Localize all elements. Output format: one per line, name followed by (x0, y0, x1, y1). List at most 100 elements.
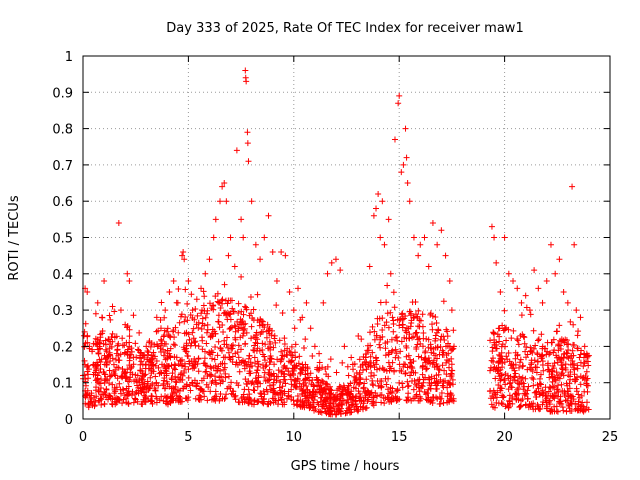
data-point (389, 347, 396, 354)
data-point (119, 400, 126, 407)
data-point (241, 325, 248, 332)
data-point (542, 384, 549, 391)
data-point (438, 395, 445, 402)
data-point (262, 341, 269, 348)
data-point (324, 270, 331, 277)
data-point (181, 346, 188, 353)
data-point (268, 355, 275, 362)
data-point (197, 386, 204, 393)
data-point (366, 263, 373, 270)
data-point (505, 375, 512, 382)
data-point (241, 303, 248, 310)
x-tick-label: 5 (184, 430, 192, 445)
data-point (214, 352, 221, 359)
data-point (124, 270, 131, 277)
x-tick-label: 25 (602, 430, 619, 445)
data-point (212, 330, 219, 337)
data-point (227, 385, 234, 392)
data-point (211, 394, 218, 401)
data-point (330, 391, 337, 398)
data-point (522, 390, 529, 397)
data-point (120, 387, 127, 394)
data-point (308, 392, 315, 399)
data-point (240, 234, 247, 241)
data-point (399, 384, 406, 391)
data-point (518, 312, 525, 319)
data-point (381, 400, 388, 407)
data-point (364, 387, 371, 394)
data-point (583, 382, 590, 389)
data-point (579, 399, 586, 406)
data-point (501, 377, 508, 384)
data-point (532, 342, 539, 349)
data-point (237, 321, 244, 328)
data-point (214, 367, 221, 374)
data-point (92, 335, 99, 342)
data-point (519, 363, 526, 370)
data-point (257, 380, 264, 387)
data-point (180, 249, 187, 256)
data-point (545, 388, 552, 395)
data-point (251, 354, 258, 361)
data-point (562, 397, 569, 404)
grid-lines (83, 56, 610, 419)
data-point (192, 359, 199, 366)
data-point (423, 366, 430, 373)
data-point (102, 375, 109, 382)
data-point (195, 355, 202, 362)
data-point (425, 394, 432, 401)
y-tick-label: 0.5 (52, 232, 73, 247)
data-point (232, 323, 239, 330)
data-point (158, 299, 165, 306)
data-point (287, 359, 294, 366)
data-point (406, 198, 413, 205)
data-point (561, 350, 568, 357)
data-point (120, 369, 127, 376)
data-point (447, 390, 454, 397)
data-point (214, 290, 221, 297)
data-point (404, 180, 411, 187)
data-point (539, 299, 546, 306)
data-point (564, 299, 571, 306)
data-point (223, 391, 230, 398)
data-point (296, 353, 303, 360)
data-point (280, 364, 287, 371)
data-point (178, 370, 185, 377)
data-point (488, 357, 495, 364)
data-point (101, 278, 108, 285)
data-point (382, 345, 389, 352)
data-point (435, 327, 442, 334)
data-point (423, 335, 430, 342)
data-point (148, 392, 155, 399)
data-point (123, 339, 130, 346)
data-point (242, 320, 249, 327)
data-point (305, 374, 312, 381)
data-point (268, 371, 275, 378)
data-point (584, 382, 591, 389)
data-point (514, 352, 521, 359)
data-point (207, 363, 214, 370)
data-point (490, 330, 497, 337)
data-point (226, 354, 233, 361)
data-point (535, 385, 542, 392)
data-point (181, 256, 188, 263)
data-point (144, 348, 151, 355)
data-point (251, 342, 258, 349)
data-point (98, 401, 105, 408)
data-point (546, 374, 553, 381)
data-point (118, 373, 125, 380)
data-point (387, 309, 394, 316)
data-point (204, 397, 211, 404)
data-point (261, 369, 268, 376)
data-point (238, 273, 245, 280)
data-point (560, 407, 567, 414)
data-point (531, 357, 538, 364)
data-point (362, 354, 369, 361)
data-point (153, 314, 160, 321)
data-point (154, 341, 161, 348)
data-point (284, 395, 291, 402)
data-point (148, 370, 155, 377)
data-point (439, 382, 446, 389)
data-point (430, 394, 437, 401)
data-point (137, 385, 144, 392)
